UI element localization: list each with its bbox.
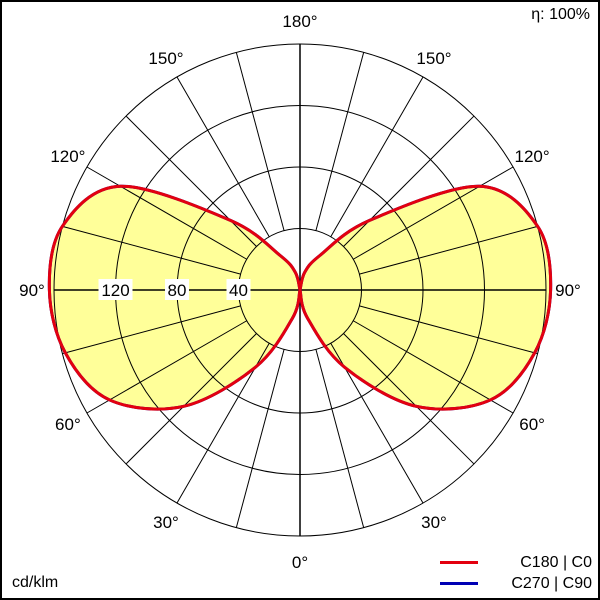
legend-label-c90: C270 | C90	[511, 574, 592, 592]
unit-label: cd/klm	[12, 574, 59, 591]
legend-swatch-c90	[440, 582, 478, 585]
grid-spoke	[353, 166, 514, 260]
grid-spoke	[315, 52, 365, 231]
grid-spoke	[359, 225, 538, 275]
grid-spoke	[62, 305, 241, 355]
angle-label-180-center: 180°	[282, 12, 317, 31]
legend-item-c0: C180 | C0	[440, 552, 592, 573]
grid-spoke	[176, 76, 270, 237]
angle-label-120-left: 120°	[50, 147, 85, 166]
curve-c0-right	[298, 184, 553, 411]
grid-spoke	[235, 349, 285, 528]
grid-spoke	[125, 333, 257, 465]
grid-spoke	[125, 115, 257, 247]
angle-label-90-left: 90°	[19, 281, 45, 300]
legend-label-c0: C180 | C0	[520, 553, 592, 571]
grid-spoke	[343, 115, 475, 247]
grid-spoke	[86, 166, 247, 260]
grid-spoke	[353, 320, 514, 414]
angle-label-60-right: 60°	[519, 415, 545, 434]
angle-label-0-center: 0°	[292, 553, 308, 572]
legend-swatch-c0	[440, 561, 478, 564]
efficiency-label: η: 100%	[531, 6, 590, 23]
legend-item-c90: C270 | C90	[440, 573, 592, 594]
legend: C180 | C0 C270 | C90	[440, 552, 592, 594]
curve-c0-left	[47, 184, 302, 411]
radial-label-40: 40	[229, 281, 248, 300]
grid-spoke	[315, 349, 365, 528]
grid-spoke	[330, 76, 424, 237]
radial-label-bg	[98, 279, 133, 300]
grid-spoke	[359, 305, 538, 355]
distribution-curves	[47, 184, 553, 411]
grid-spoke	[86, 320, 247, 414]
angle-label-60-left: 60°	[55, 415, 81, 434]
radial-label-80: 80	[168, 281, 187, 300]
radial-label-bg	[165, 279, 189, 300]
radial-label-120: 120	[101, 281, 129, 300]
angle-label-150-left: 150°	[148, 49, 183, 68]
angle-label-30-left: 30°	[153, 513, 179, 532]
angle-label-120-right: 120°	[515, 147, 550, 166]
lobe-fill-right	[300, 186, 551, 410]
axis-labels: 180° 150° 150° 120° 120° 90° 90° 60° 60° 30° 30° 0°…	[19, 12, 581, 572]
angle-label-30-right: 30°	[421, 513, 447, 532]
radial-label-bg	[226, 279, 251, 300]
polar-grid	[53, 43, 547, 537]
angle-label-90-right: 90°	[555, 281, 581, 300]
grid-spoke	[343, 333, 475, 465]
angle-label-150-right: 150°	[416, 49, 451, 68]
grid-spoke	[62, 225, 241, 275]
grid-spoke	[235, 52, 285, 231]
